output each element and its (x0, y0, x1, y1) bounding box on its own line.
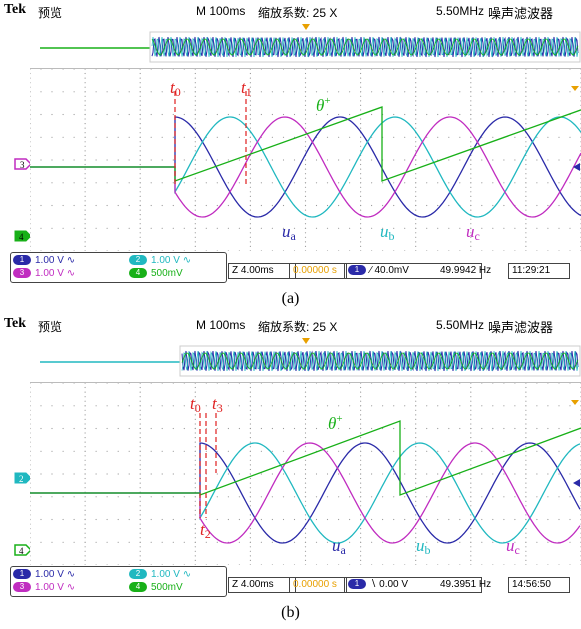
t0-label: t0 (170, 78, 181, 99)
mode-label: 预览 (38, 6, 63, 20)
ua-label: ua (282, 222, 297, 243)
channel-settings-box[interactable]: 1 1.00 V ∿ 2 1.00 V ∿ 3 1.00 V ∿ 4 500mV (10, 252, 227, 283)
trigger-marker-icon (302, 338, 310, 344)
ch1-setting[interactable]: 1 1.00 V ∿ (13, 255, 75, 267)
trigger-level-icon (573, 479, 580, 487)
uc-trace (30, 116, 581, 218)
ua-label: ua (332, 536, 347, 557)
sample-rate-label: 5.50MHz (436, 318, 485, 332)
clock-box: 14:56:50 (508, 577, 570, 593)
ch4-setting[interactable]: 4 500mV (129, 268, 183, 280)
timebase-label: M 100ms (196, 4, 246, 18)
ch2-setting[interactable]: 2 1.00 V ∿ (129, 569, 191, 581)
tek-logo: Tek (4, 316, 27, 331)
scope-status-bar: Tek 预览 M 100ms 缩放系数: 25 X 5.50MHz 噪声滤波器 (0, 314, 581, 336)
trigger-box[interactable]: 1 ∖ 0.00 V 49.3951 Hz (344, 577, 491, 593)
settings-bar: 1 1.00 V ∿ 2 1.00 V ∿ 3 1.00 V ∿ 4 500mV Z 4… (0, 250, 581, 285)
ch4-level-marker[interactable]: 4 (14, 544, 33, 556)
zoom-position-box[interactable]: 0.00000 s (289, 577, 347, 593)
trigger-box[interactable]: 1 ∕ 40.0mV 49.9942 Hz (344, 263, 491, 279)
t0-label: t0 (190, 394, 201, 415)
theta-trace (30, 106, 581, 182)
acq-mode-label: 噪声滤波器 (488, 6, 554, 21)
settings-bar: 1 1.00 V ∿ 2 1.00 V ∿ 3 1.00 V ∿ 4 500mV Z 4… (0, 564, 581, 599)
zoom-factor-label: 缩放系数: 25 X (258, 320, 338, 334)
ch3-level-marker[interactable]: 3 (14, 158, 33, 170)
ch4-setting[interactable]: 4 500mV (129, 582, 183, 594)
ub-label: ub (380, 222, 395, 243)
ub-trace (30, 116, 581, 218)
ua-trace (30, 116, 581, 218)
clock-box: 11:29:21 (508, 263, 570, 279)
uc-label: uc (506, 536, 520, 557)
scope-panel-b: Tek 预览 M 100ms 缩放系数: 25 X 5.50MHz 噪声滤波器 … (0, 314, 581, 599)
zoom-position-box[interactable]: 0.00000 s (289, 263, 347, 279)
zoom-factor-label: 缩放系数: 25 X (258, 6, 338, 20)
ch4-marker-label: 4 (19, 232, 24, 242)
uc-trace (30, 442, 581, 544)
t2-label: t2 (200, 520, 211, 541)
ua-trace (30, 442, 581, 544)
ch1-setting[interactable]: 1 1.00 V ∿ (13, 569, 75, 581)
zoom-scale-box[interactable]: Z 4.00ms (228, 263, 296, 279)
overview-window[interactable] (30, 22, 581, 68)
graticule (29, 382, 581, 566)
zoom-position-icon (571, 86, 579, 91)
ch3-marker-label: 3 (20, 160, 25, 170)
scope-panel-a: Tek 预览 M 100ms 缩放系数: 25 X 5.50MHz 噪声滤波器 … (0, 0, 581, 285)
mode-label: 预览 (38, 320, 63, 334)
t1-label: t1 (241, 78, 252, 99)
graticule (29, 68, 581, 252)
theta-label: θ+ (316, 95, 331, 115)
waveform-display[interactable]: t0 t3 t2 θ+ ua ub uc (29, 382, 581, 566)
caption-b: (b) (281, 604, 300, 621)
overview-trace (40, 24, 581, 63)
timebase-label: M 100ms (196, 318, 246, 332)
waveform-plot: t0 t1 θ+ ua ub uc (29, 68, 581, 252)
ub-label: ub (416, 536, 431, 557)
waveform-plot: t0 t3 t2 θ+ ua ub uc (29, 382, 581, 566)
ch2-marker-label: 2 (19, 474, 24, 484)
overview-window[interactable] (30, 336, 581, 382)
ub-trace (30, 442, 581, 544)
overview-trace (40, 338, 581, 377)
zoom-position-icon (571, 400, 579, 405)
caption-a: (a) (281, 290, 300, 307)
ch3-setting[interactable]: 3 1.00 V ∿ (13, 268, 75, 280)
uc-label: uc (466, 222, 480, 243)
theta-trace (30, 420, 581, 496)
channel-settings-box[interactable]: 1 1.00 V ∿ 2 1.00 V ∿ 3 1.00 V ∿ 4 500mV (10, 566, 227, 597)
acq-mode-label: 噪声滤波器 (488, 320, 554, 335)
trigger-marker-icon (302, 24, 310, 30)
t3-label: t3 (212, 394, 223, 415)
theta-label: θ+ (328, 413, 343, 433)
zoom-scale-box[interactable]: Z 4.00ms (228, 577, 296, 593)
ch4-level-marker[interactable]: 4 (14, 230, 32, 242)
ch2-level-marker[interactable]: 2 (14, 472, 32, 484)
trigger-level-icon (573, 163, 580, 171)
waveform-display[interactable]: t0 t1 θ+ ua ub uc (29, 68, 581, 252)
scope-status-bar: Tek 预览 M 100ms 缩放系数: 25 X 5.50MHz 噪声滤波器 (0, 0, 581, 22)
sample-rate-label: 5.50MHz (436, 4, 485, 18)
tek-logo: Tek (4, 2, 27, 17)
ch4-marker-label: 4 (19, 546, 24, 556)
ch2-setting[interactable]: 2 1.00 V ∿ (129, 255, 191, 267)
ch3-setting[interactable]: 3 1.00 V ∿ (13, 582, 75, 594)
